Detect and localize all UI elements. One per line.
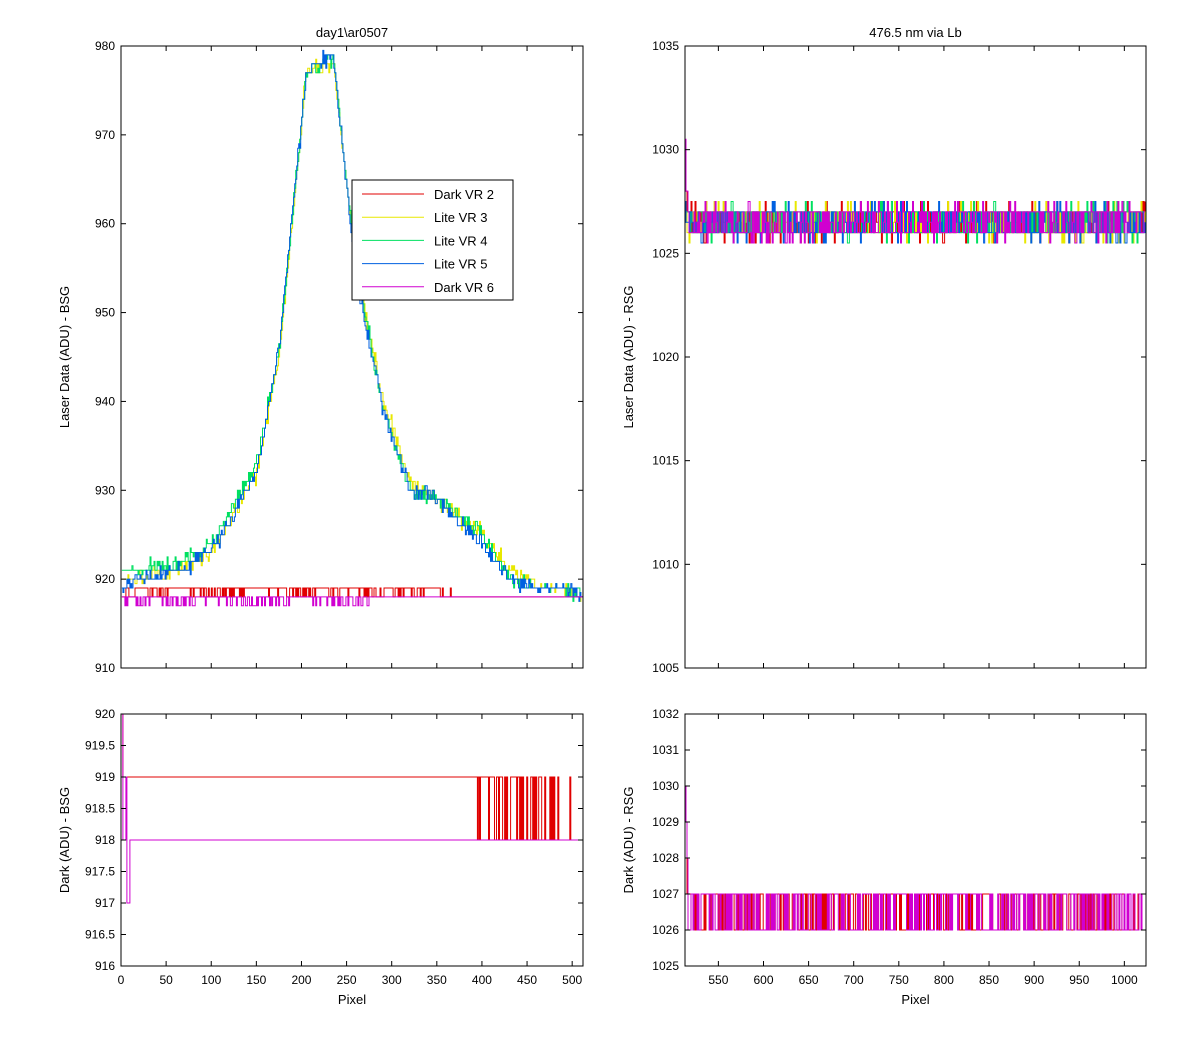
rsg-laser-plot xyxy=(685,138,1146,244)
bsg-dark-xtick-label: 400 xyxy=(472,973,492,987)
bsg-dark-ytick-label: 917 xyxy=(95,896,115,910)
bsg-laser-axes-frame xyxy=(120,45,584,669)
bsg-dark-ytick-label: 919.5 xyxy=(85,739,115,753)
rsg-dark-xtick-label: 600 xyxy=(753,973,773,987)
bsg-dark-xtick-label: 50 xyxy=(159,973,173,987)
bsg-laser-ytick-label: 960 xyxy=(95,217,115,231)
bsg-dark-ytick-label: 916 xyxy=(95,959,115,973)
bsg-laser-ytick-label: 920 xyxy=(95,572,115,586)
rsg-laser-ytick-label: 1030 xyxy=(652,143,679,157)
bsg-dark-series-line-1 xyxy=(121,714,583,904)
rsg-dark-ytick-label: 1027 xyxy=(652,887,679,901)
rsg-dark-plot xyxy=(685,785,1145,931)
rsg-laser-panel: 1005 1010 1015 1020 1025 1030 1035 476.5 nm via… xyxy=(621,25,1147,675)
rsg-dark-ytick-label: 1031 xyxy=(652,743,679,757)
bsg-dark-xlabel: Pixel xyxy=(338,992,366,1007)
rsg-laser-axes-frame xyxy=(684,45,1147,669)
bsg-laser-panel: 910 920 930 940 950 960 970 980 day1\ar0507 Laser… xyxy=(57,25,584,675)
bsg-laser-title: day1\ar0507 xyxy=(316,25,388,40)
bsg-laser-legend-label: Dark VR 6 xyxy=(434,280,494,295)
bsg-laser-ytick-label: 970 xyxy=(95,128,115,142)
rsg-dark-xtick-label: 550 xyxy=(708,973,728,987)
bsg-dark-xtick-label: 150 xyxy=(246,973,266,987)
bsg-dark-xtick-label: 100 xyxy=(201,973,221,987)
rsg-dark-ytick-label: 1032 xyxy=(652,707,679,721)
bsg-laser-legend-label: Dark VR 2 xyxy=(434,187,494,202)
rsg-laser-ylabel: Laser Data (ADU) - RSG xyxy=(621,285,636,428)
bsg-laser-ylabel: Laser Data (ADU) - BSG xyxy=(57,286,72,428)
rsg-laser-ytick-label: 1015 xyxy=(652,454,679,468)
rsg-dark-panel: 1025 1026 1027 1028 1029 1030 1031 1032 550 600 65… xyxy=(621,707,1147,1007)
bsg-dark-xtick-label: 350 xyxy=(427,973,447,987)
bsg-laser-legend-label: Lite VR 3 xyxy=(434,210,487,225)
rsg-dark-xtick-label: 750 xyxy=(889,973,909,987)
bsg-dark-ylabel: Dark (ADU) - BSG xyxy=(57,787,72,893)
rsg-laser-ytick-label: 1035 xyxy=(652,39,679,53)
rsg-dark-ytick-label: 1028 xyxy=(652,851,679,865)
bsg-laser-series-lite-vr-5 xyxy=(121,49,583,602)
bsg-laser-series-lite-vr-3 xyxy=(121,58,583,602)
rsg-dark-ytick-label: 1025 xyxy=(652,959,679,973)
rsg-dark-xtick-label: 800 xyxy=(934,973,954,987)
rsg-dark-xtick-label: 650 xyxy=(799,973,819,987)
bsg-dark-series-line-0 xyxy=(121,714,583,841)
rsg-laser-ytick-label: 1020 xyxy=(652,350,679,364)
rsg-laser-title: 476.5 nm via Lb xyxy=(869,25,962,40)
rsg-dark-ytick-label: 1029 xyxy=(652,815,679,829)
bsg-dark-xtick-label: 200 xyxy=(291,973,311,987)
bsg-laser-series-dark-vr-2 xyxy=(121,587,583,598)
rsg-laser-ytick-label: 1025 xyxy=(652,246,679,260)
bsg-dark-xtick-label: 450 xyxy=(517,973,537,987)
bsg-dark-plot xyxy=(121,714,583,904)
bsg-dark-xtick-label: 300 xyxy=(382,973,402,987)
bsg-dark-ytick-label: 920 xyxy=(95,707,115,721)
bsg-dark-panel: 916 916.5 917 917.5 918 918.5 919 919.5 920 0 50 10… xyxy=(57,707,584,1007)
bsg-laser-series-dark-vr-6 xyxy=(121,596,583,607)
bsg-laser-plot xyxy=(121,49,583,607)
bsg-laser-ytick-label: 950 xyxy=(95,306,115,320)
rsg-dark-xtick-label: 950 xyxy=(1069,973,1089,987)
bsg-dark-xtick-label: 250 xyxy=(337,973,357,987)
bsg-laser-series-lite-vr-4 xyxy=(121,54,583,602)
bsg-laser-ytick-label: 940 xyxy=(95,394,115,408)
rsg-dark-ylabel: Dark (ADU) - RSG xyxy=(621,787,636,894)
rsg-dark-xtick-label: 900 xyxy=(1024,973,1044,987)
rsg-laser-ytick-label: 1010 xyxy=(652,557,679,571)
bsg-dark-ytick-label: 918 xyxy=(95,833,115,847)
bsg-dark-xtick-label: 0 xyxy=(118,973,125,987)
rsg-laser-ytick-label: 1005 xyxy=(652,661,679,675)
rsg-dark-xtick-label: 1000 xyxy=(1111,973,1138,987)
bsg-dark-xtick-label: 500 xyxy=(562,973,582,987)
bsg-laser-ytick-label: 910 xyxy=(95,661,115,675)
bsg-laser-legend-label: Lite VR 5 xyxy=(434,257,487,272)
rsg-dark-xtick-label: 700 xyxy=(844,973,864,987)
rsg-dark-ytick-label: 1030 xyxy=(652,779,679,793)
rsg-dark-xlabel: Pixel xyxy=(901,992,929,1007)
bsg-laser-legend-label: Lite VR 4 xyxy=(434,233,487,248)
bsg-laser-ytick-label: 980 xyxy=(95,39,115,53)
rsg-dark-xtick-label: 850 xyxy=(979,973,999,987)
bsg-laser-ytick-label: 930 xyxy=(95,483,115,497)
rsg-dark-ytick-label: 1026 xyxy=(652,923,679,937)
bsg-dark-ytick-label: 918.5 xyxy=(85,802,115,816)
bsg-dark-ytick-label: 917.5 xyxy=(85,865,115,879)
bsg-dark-ytick-label: 919 xyxy=(95,770,115,784)
rsg-laser-series-line-4 xyxy=(685,138,1145,244)
rsg-dark-axes-frame xyxy=(684,713,1147,967)
bsg-dark-ytick-label: 916.5 xyxy=(85,928,115,942)
rsg-dark-series-line-1 xyxy=(685,785,1145,931)
